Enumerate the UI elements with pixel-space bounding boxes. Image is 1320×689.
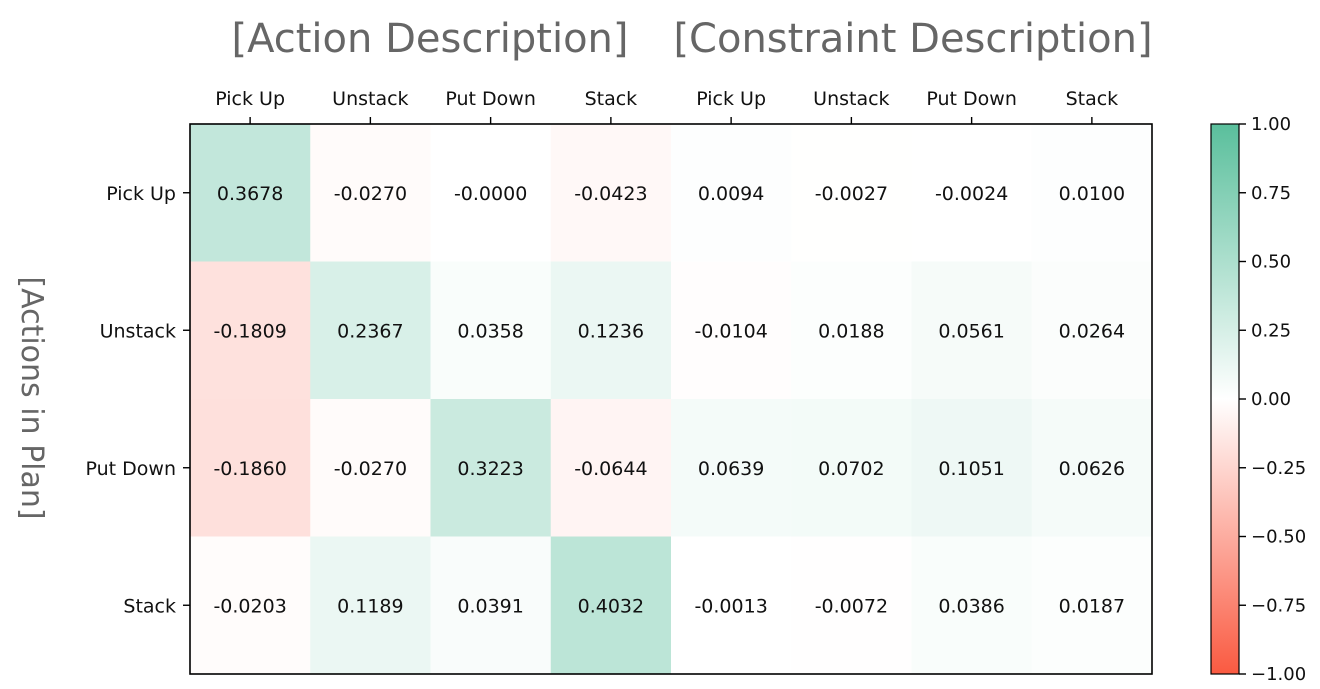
heatmap-cell: [911, 399, 1033, 537]
y-tick-label: Stack: [123, 595, 176, 617]
heatmap-cell: [190, 124, 311, 262]
heatmap-cell: [550, 536, 672, 675]
heatmap-cell: [671, 399, 792, 537]
colorbar-tick-label: −0.25: [1251, 458, 1306, 479]
heatmap-cell: [310, 124, 431, 262]
heatmap-cell: [1031, 124, 1153, 262]
heatmap-cell-labels: 0.3678 -0.0270 -0.0000 -0.0423 0.0094 -0.0027…: [213, 183, 1125, 618]
cell-value-label: 0.0639: [698, 458, 764, 480]
colorbar: [1210, 123, 1240, 675]
cell-value-label: -0.0013: [694, 595, 767, 617]
cell-value-label: 0.0702: [818, 458, 884, 480]
y-tick-label: Unstack: [100, 320, 176, 342]
y-axis-ticks: Pick Up Unstack Put Down Stack: [86, 183, 190, 617]
colorbar-tick-label: −0.50: [1251, 527, 1306, 548]
heatmap-cell: [310, 399, 431, 537]
heatmap-cell: [911, 536, 1033, 675]
cell-value-label: -0.1809: [213, 320, 286, 342]
y-axis-label: [Actions in Plan]: [14, 276, 49, 519]
heatmap-cell: [791, 261, 912, 400]
cell-value-label: -0.1860: [213, 458, 286, 480]
cell-value-label: -0.0000: [454, 183, 527, 205]
heatmap-cell: [791, 124, 912, 262]
heatmap-cell: [190, 399, 311, 537]
colorbar-tick-label: −1.00: [1251, 664, 1306, 685]
colorbar-tick-label: 0.50: [1251, 252, 1291, 273]
colorbar-tick-label: 0.00: [1251, 389, 1291, 410]
heatmap-cell: [310, 261, 431, 400]
cell-value-label: -0.0024: [935, 183, 1008, 205]
cell-value-label: 0.0358: [457, 320, 523, 342]
heatmap-cell: [911, 124, 1033, 262]
heatmap-cell: [671, 536, 792, 675]
cell-value-label: 0.0100: [1059, 183, 1125, 205]
x-tick-label: Put Down: [445, 88, 536, 110]
cell-value-label: 0.0386: [938, 595, 1004, 617]
cell-value-label: 0.0187: [1059, 595, 1125, 617]
cell-value-label: -0.0270: [334, 458, 407, 480]
cell-value-label: -0.0644: [574, 458, 647, 480]
cell-value-label: 0.0094: [698, 183, 764, 205]
cell-value-label: 0.1051: [938, 458, 1004, 480]
cell-value-label: 0.0264: [1059, 320, 1125, 342]
cell-value-label: 0.3678: [217, 183, 283, 205]
cell-value-label: 0.1236: [578, 320, 644, 342]
heatmap-cells: [190, 124, 1153, 675]
cell-value-label: -0.0027: [815, 183, 888, 205]
cell-value-label: 0.0561: [938, 320, 1004, 342]
cell-value-label: 0.2367: [337, 320, 403, 342]
heatmap-cell: [430, 536, 552, 675]
cell-value-label: 0.0391: [457, 595, 523, 617]
x-tick-label: Unstack: [813, 88, 889, 110]
colorbar-tick-label: 0.25: [1251, 320, 1291, 341]
cell-value-label: -0.0423: [574, 183, 647, 205]
heatmap-cell: [550, 124, 672, 262]
cell-value-label: 0.3223: [457, 458, 523, 480]
x-tick-label: Stack: [585, 88, 638, 110]
plot-frame: [189, 123, 1153, 675]
colorbar-ticks: 1.00 0.75 0.50 0.25 0.00 −0.25 −0.50 −0.75 −1.00: [1239, 114, 1306, 685]
group-title-action: [Action Description]: [231, 16, 628, 62]
x-tick-label: Unstack: [332, 88, 408, 110]
heatmap-cell: [1031, 261, 1153, 400]
colorbar-tick-label: −0.75: [1251, 595, 1306, 616]
cell-value-label: -0.0072: [815, 595, 888, 617]
cell-value-label: -0.0104: [694, 320, 767, 342]
cell-value-label: 0.1189: [337, 595, 403, 617]
cell-value-label: 0.4032: [578, 595, 644, 617]
heatmap-cell: [1031, 536, 1153, 675]
heatmap-cell: [1031, 399, 1153, 537]
x-tick-label: Put Down: [926, 88, 1017, 110]
heatmap-cell: [671, 124, 792, 262]
x-tick-label: Stack: [1066, 88, 1119, 110]
cell-value-label: 0.0626: [1059, 458, 1125, 480]
group-title-constraint: [Constraint Description]: [673, 16, 1152, 62]
heatmap-cell: [550, 399, 672, 537]
x-tick-label: Pick Up: [215, 88, 285, 110]
x-tick-label: Pick Up: [696, 88, 766, 110]
x-axis-ticks: Pick Up Unstack Put Down Stack Pick Up Unstac…: [215, 88, 1118, 124]
cell-value-label: -0.0270: [334, 183, 407, 205]
heatmap-cell: [550, 261, 672, 400]
heatmap-cell: [190, 261, 311, 400]
colorbar-tick-label: 0.75: [1251, 183, 1291, 204]
heatmap-cell: [430, 399, 552, 537]
y-tick-label: Put Down: [86, 458, 177, 480]
colorbar-tick-label: 1.00: [1251, 114, 1291, 135]
cell-value-label: -0.0203: [213, 595, 286, 617]
heatmap-cell: [791, 536, 912, 675]
heatmap-cell: [791, 399, 912, 537]
heatmap-cell: [671, 261, 792, 400]
heatmap-cell: [430, 124, 552, 262]
y-tick-label: Pick Up: [106, 183, 176, 205]
heatmap-cell: [190, 536, 311, 675]
cell-value-label: 0.0188: [818, 320, 884, 342]
heatmap-cell: [430, 261, 552, 400]
heatmap-cell: [911, 261, 1033, 400]
heatmap-cell: [310, 536, 431, 675]
